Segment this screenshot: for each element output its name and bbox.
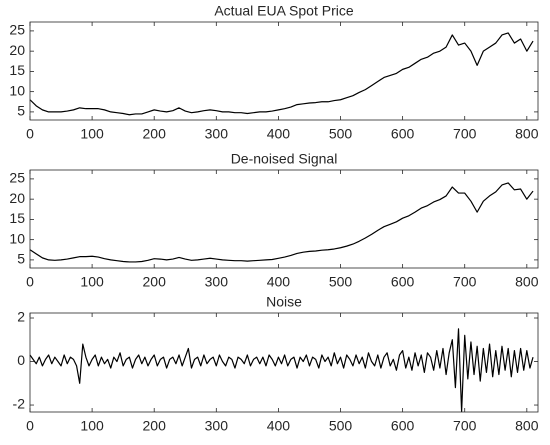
x-tick-label: 300	[205, 274, 229, 290]
x-tick-label: 500	[329, 126, 353, 142]
data-line	[29, 32, 534, 116]
x-tick-label: 400	[267, 418, 291, 434]
y-tick-label: 5	[17, 251, 25, 267]
x-tick-label: 700	[453, 126, 477, 142]
x-tick-label: 600	[391, 418, 415, 434]
x-tick-label: 600	[391, 274, 415, 290]
x-tick-label: 600	[391, 126, 415, 142]
x-tick-label: 100	[80, 274, 104, 290]
x-tick-label: 200	[143, 126, 167, 142]
y-tick-label: 15	[9, 210, 25, 226]
x-tick-label: 400	[267, 274, 291, 290]
y-tick-label: 20	[9, 42, 25, 58]
x-tick-label: 200	[143, 274, 167, 290]
x-tick-label: 800	[515, 274, 539, 290]
subplot-title: Actual EUA Spot Price	[214, 3, 354, 19]
x-tick-label: 300	[205, 126, 229, 142]
y-tick-label: 25	[9, 170, 25, 186]
y-tick-label: 25	[9, 22, 25, 38]
y-tick-label: 20	[9, 190, 25, 206]
axes-frame	[29, 312, 539, 413]
x-tick-label: 500	[329, 418, 353, 434]
x-tick-label: 100	[80, 418, 104, 434]
x-tick-label: 800	[515, 126, 539, 142]
x-tick-label: 700	[453, 274, 477, 290]
y-tick-label: 15	[9, 62, 25, 78]
y-tick-label: 2	[17, 309, 25, 325]
x-tick-label: 700	[453, 418, 477, 434]
x-tick-label: 0	[26, 274, 34, 290]
x-tick-label: 0	[26, 126, 34, 142]
x-tick-label: 800	[515, 418, 539, 434]
x-tick-label: 500	[329, 274, 353, 290]
x-tick-label: 300	[205, 418, 229, 434]
data-line	[29, 182, 534, 263]
x-tick-label: 200	[143, 418, 167, 434]
axes-frame	[29, 21, 539, 121]
y-tick-label: 10	[9, 230, 25, 246]
y-tick-label: -2	[13, 396, 26, 412]
x-tick-label: 0	[26, 418, 34, 434]
x-tick-label: 100	[80, 126, 104, 142]
axes-frame	[29, 169, 539, 269]
data-line	[29, 328, 534, 413]
y-tick-label: 0	[17, 352, 25, 368]
subplot-title: De-noised Signal	[231, 151, 338, 167]
y-tick-label: 5	[17, 103, 25, 119]
x-tick-label: 400	[267, 126, 291, 142]
subplot-title: Noise	[266, 294, 302, 310]
y-tick-label: 10	[9, 82, 25, 98]
